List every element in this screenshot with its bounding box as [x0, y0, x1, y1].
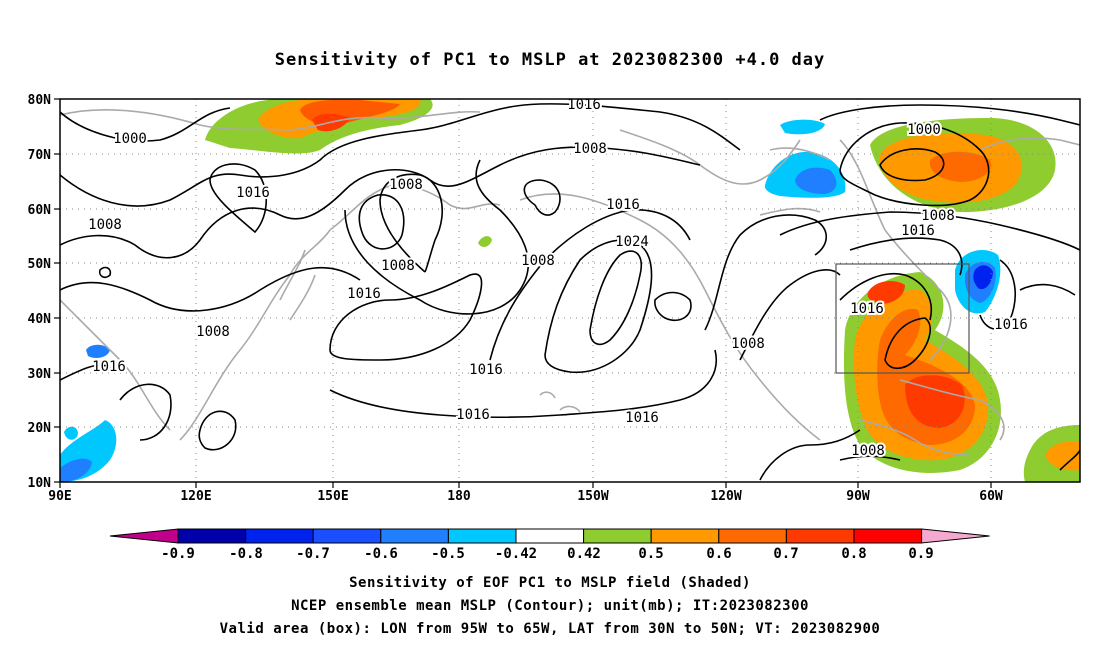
colorbar-arrow-right: [921, 528, 990, 544]
colorbar-tick-label: -0.8: [229, 546, 263, 562]
contour-label: 1008: [381, 258, 415, 274]
contour-label: 1016: [92, 359, 126, 375]
colorbar-segment: [312, 528, 382, 544]
colorbar: [109, 528, 990, 544]
colorbar-segment: [177, 528, 247, 544]
lon-label: 90E: [48, 489, 71, 504]
contour-label: 1016: [901, 223, 935, 239]
caption-contour: NCEP ensemble mean MSLP (Contour); unit(…: [291, 598, 809, 614]
contour-label: 1016: [850, 301, 884, 317]
contour-label: 1016: [625, 410, 659, 426]
shade-east-atlantic-orange: [1045, 441, 1080, 471]
colorbar-tick-label: 0.7: [773, 546, 798, 562]
colorbar-tick-label: 0.42: [567, 546, 601, 562]
contour-label: 1016: [469, 362, 503, 378]
valid-area-box: [835, 263, 970, 374]
shade-indian-ocean-blue: [60, 458, 92, 482]
lon-label: 120E: [180, 489, 211, 504]
contour-label: 1016: [567, 97, 601, 113]
shade-newfoundland-core: [973, 265, 993, 290]
lat-label: 80N: [28, 93, 52, 108]
map-frame: [59, 98, 1081, 483]
contour-label: 1008: [88, 217, 122, 233]
shade-great-lakes-red: [867, 280, 905, 305]
contour-label: 1000: [113, 131, 147, 147]
caption-valid-area: Valid area (box): LON from 95W to 65W, L…: [219, 621, 881, 637]
map-plot-area: 1000 1016 1008 1008 1008 1016 1008 1016 …: [60, 97, 1080, 482]
colorbar-tick-label: 0.9: [908, 546, 933, 562]
colorbar-segment: [583, 528, 652, 544]
lon-label: 180: [447, 489, 471, 504]
contour-label: 1008: [921, 208, 955, 224]
colorbar-segment: [380, 528, 449, 544]
contour-label: 1008: [521, 253, 555, 269]
lon-label: 90W: [846, 489, 870, 504]
lat-label: 20N: [28, 421, 52, 436]
contour-label: 1016: [456, 407, 490, 423]
colorbar-segment: [245, 528, 314, 544]
colorbar-segment: [853, 528, 923, 544]
lon-label: 120W: [710, 489, 741, 504]
lat-label: 60N: [28, 203, 52, 218]
contour-label: 1000: [907, 122, 941, 138]
grid-lines: [60, 99, 1080, 482]
colorbar-tick-label: 0.8: [841, 546, 866, 562]
lat-label: 40N: [28, 312, 52, 327]
contour-label: 1024: [615, 234, 649, 250]
colorbar-segment: [650, 528, 720, 544]
colorbar-arrow-left: [109, 528, 179, 544]
shaded-sensitivity: [60, 99, 1080, 482]
colorbar-tick-label: -0.7: [296, 546, 330, 562]
lat-label: 10N: [28, 476, 52, 491]
latitude-labels: 80N 70N 60N 50N 40N 30N 20N 10N: [28, 93, 52, 491]
shade-caribbean-red: [905, 375, 965, 428]
lon-label: 150E: [317, 489, 348, 504]
contour-label: 1016: [994, 317, 1028, 333]
colorbar-tick-label: 0.6: [706, 546, 731, 562]
lat-label: 30N: [28, 367, 52, 382]
contour-label: 1008: [573, 141, 607, 157]
mslp-contours: [60, 103, 1080, 481]
longitude-labels: 90E 120E 150E 180 150W 120W 90W 60W: [48, 489, 1003, 504]
colorbar-labels: -0.9 -0.8 -0.7 -0.6 -0.5 -0.42 0.42 0.5 …: [161, 546, 934, 562]
colorbar-tick-label: -0.42: [495, 546, 537, 562]
shade-small-green: [478, 236, 492, 247]
colorbar-tick-label: -0.5: [431, 546, 465, 562]
shade-atlantic-core: [929, 151, 991, 182]
map-title: Sensitivity of PC1 to MSLP at 2023082300…: [274, 50, 826, 70]
contour-labels: 1000 1016 1008 1008 1008 1016 1008 1016 …: [86, 97, 1030, 461]
contour-label: 1008: [731, 336, 765, 352]
shade-baffin-blue: [795, 167, 837, 194]
contour-label: 1008: [851, 443, 885, 459]
contour-label: 1008: [389, 177, 423, 193]
caption-shaded: Sensitivity of EOF PC1 to MSLP field (Sh…: [349, 575, 751, 591]
tick-marks: [54, 98, 992, 488]
lon-label: 60W: [979, 489, 1003, 504]
contour-label: 1008: [196, 324, 230, 340]
lat-label: 50N: [28, 257, 52, 272]
colorbar-tick-label: 0.5: [638, 546, 663, 562]
shade-indian-cyan-small: [64, 426, 78, 440]
lat-label: 70N: [28, 148, 52, 163]
contour-label: 1016: [347, 286, 381, 302]
lon-label: 150W: [577, 489, 608, 504]
contour-label: 1016: [606, 197, 640, 213]
shade-baffin-top: [780, 119, 825, 135]
colorbar-segment: [785, 528, 855, 544]
shade-bengal-blue: [86, 344, 110, 358]
colorbar-segment: [447, 528, 517, 544]
colorbar-tick-label: -0.9: [161, 546, 195, 562]
colorbar-tick-label: -0.6: [364, 546, 398, 562]
colorbar-segment: [718, 528, 787, 544]
contour-label: 1016: [236, 185, 270, 201]
colorbar-segment: [515, 528, 585, 544]
